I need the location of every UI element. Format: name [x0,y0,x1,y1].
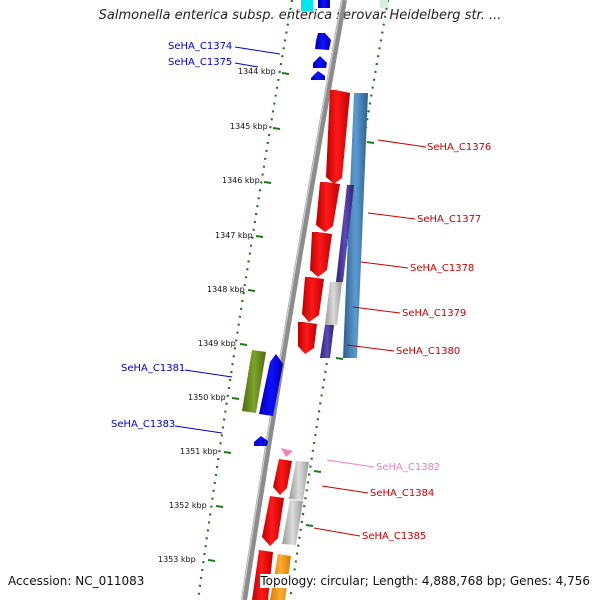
tick-mark [247,289,256,292]
tick-mark [281,72,290,75]
tick-label-1352: 1352 kbp [169,501,207,510]
purple-feature-2[interactable] [320,325,334,358]
gene-SeHA_C1383[interactable] [254,436,268,446]
gene-labels: SeHA_C1374 SeHA_C1375 SeHA_C1376 SeHA_C1… [111,41,491,542]
tick-mark [272,127,281,130]
tick-mark [215,505,224,508]
tick-label-1346: 1346 kbp [222,176,260,185]
pale-feature-top[interactable] [380,0,388,8]
tick-mark [335,357,344,360]
leader-SeHA_C1374 [234,46,281,55]
leader-SeHA_C1375 [234,62,259,68]
tick-label-1347: 1347 kbp [215,231,253,240]
cyan-feature[interactable] [301,0,313,11]
label-SeHA_C1378[interactable]: SeHA_C1378 [410,263,474,274]
top-features [301,0,388,11]
tick-mark [223,451,232,454]
gene-SeHA_C1381[interactable] [242,350,266,413]
tick-mark [231,397,240,400]
gene-SeHA_C1382[interactable] [281,448,293,457]
topology-label: Topology: circular; Length: 4,888,768 bp… [260,574,590,588]
gene-SeHA_C1385[interactable] [262,496,284,546]
label-SeHA_C1374[interactable]: SeHA_C1374 [168,41,232,52]
label-SeHA_C1379[interactable]: SeHA_C1379 [402,308,466,319]
tick-mark [313,470,322,473]
accession-label: Accession: NC_011083 [8,574,145,588]
leader-SeHA_C1378 [360,261,409,269]
tick-label-1345: 1345 kbp [230,122,268,131]
leader-SeHA_C1380 [346,344,395,352]
organism-title: Salmonella enterica subsp. enterica sero… [98,8,502,23]
leader-SeHA_C1376 [377,139,427,148]
tick-mark [305,524,314,527]
genes-minus-top [311,33,331,80]
label-SeHA_C1382[interactable]: SeHA_C1382 [376,462,440,473]
tick-mark [366,141,375,144]
gene-small-blue[interactable] [311,71,325,80]
leader-SeHA_C1382 [326,459,375,468]
gene-SeHA_C1379[interactable] [302,277,324,322]
genes-plus-block [298,90,368,358]
gene-SeHA_C1378[interactable] [310,232,332,277]
label-leader-lines [174,46,427,537]
leader-SeHA_C1385 [313,527,361,537]
label-SeHA_C1376[interactable]: SeHA_C1376 [427,142,491,153]
gene-SeHA_C1377[interactable] [316,182,340,232]
label-SeHA_C1383[interactable]: SeHA_C1383 [111,419,175,430]
gene-SeHA_C1376[interactable] [326,90,350,184]
inner-tick-ring [196,0,294,600]
kbp-tick-marks: 1344 kbp 1345 kbp 1346 kbp 1347 kbp 1348… [158,67,375,564]
blue-feature-top[interactable] [318,0,330,8]
label-SeHA_C1375[interactable]: SeHA_C1375 [168,57,232,68]
gene-blue-large[interactable] [259,354,283,416]
tick-mark [239,343,248,346]
leader-SeHA_C1379 [352,306,401,314]
gene-SeHA_C1374[interactable] [315,33,331,50]
leader-SeHA_C1384 [321,485,369,494]
tick-label-1344: 1344 kbp [238,67,276,76]
grey-feature-2[interactable] [289,461,309,500]
genes-minus-middle [242,350,283,446]
tick-mark [207,559,216,562]
label-SeHA_C1380[interactable]: SeHA_C1380 [396,346,460,357]
grey-feature-3[interactable] [282,500,303,545]
tick-label-1349: 1349 kbp [198,339,236,348]
label-SeHA_C1381[interactable]: SeHA_C1381 [121,363,185,374]
genome-backbone [241,0,347,600]
genome-backbone-highlight [241,0,343,600]
tick-label-1348: 1348 kbp [207,285,245,294]
label-SeHA_C1377[interactable]: SeHA_C1377 [417,214,481,225]
label-SeHA_C1384[interactable]: SeHA_C1384 [370,488,434,499]
gene-SeHA_C1380[interactable] [298,322,317,354]
steelblue-feature[interactable] [343,93,368,358]
purple-feature-1[interactable] [336,185,354,282]
grey-feature-1[interactable] [325,282,342,325]
tick-label-1353: 1353 kbp [158,555,196,564]
label-SeHA_C1385[interactable]: SeHA_C1385 [362,531,426,542]
leader-SeHA_C1381 [184,369,233,378]
leader-SeHA_C1383 [174,425,223,434]
tick-label-1350: 1350 kbp [188,393,226,402]
tick-mark [255,235,264,238]
tick-label-1351: 1351 kbp [180,447,218,456]
leader-SeHA_C1377 [367,212,416,220]
gene-SeHA_C1384[interactable] [273,459,292,495]
tick-mark [263,181,272,184]
gene-SeHA_C1375[interactable] [313,56,327,68]
